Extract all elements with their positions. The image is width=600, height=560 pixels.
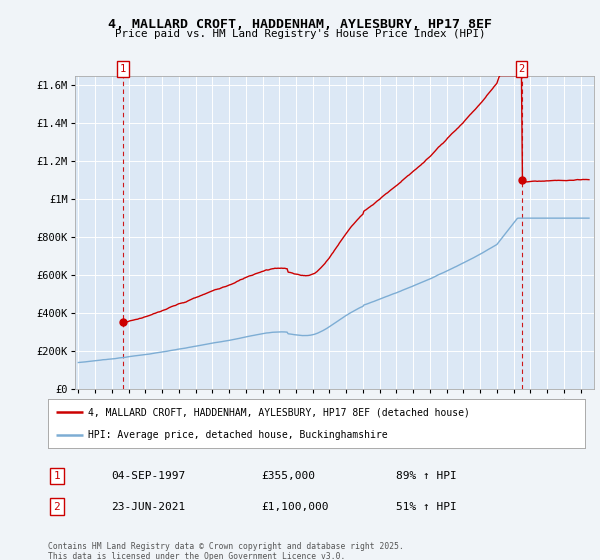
Text: 1: 1 (53, 471, 61, 481)
Text: 2: 2 (518, 64, 524, 74)
Text: Price paid vs. HM Land Registry's House Price Index (HPI): Price paid vs. HM Land Registry's House … (115, 29, 485, 39)
Text: Contains HM Land Registry data © Crown copyright and database right 2025.
This d: Contains HM Land Registry data © Crown c… (48, 542, 404, 560)
Text: 51% ↑ HPI: 51% ↑ HPI (396, 502, 457, 512)
Text: 89% ↑ HPI: 89% ↑ HPI (396, 471, 457, 481)
Text: £355,000: £355,000 (261, 471, 315, 481)
Text: 04-SEP-1997: 04-SEP-1997 (111, 471, 185, 481)
Text: £1,100,000: £1,100,000 (261, 502, 329, 512)
Text: HPI: Average price, detached house, Buckinghamshire: HPI: Average price, detached house, Buck… (88, 430, 388, 440)
Text: 4, MALLARD CROFT, HADDENHAM, AYLESBURY, HP17 8EF (detached house): 4, MALLARD CROFT, HADDENHAM, AYLESBURY, … (88, 407, 470, 417)
Text: 23-JUN-2021: 23-JUN-2021 (111, 502, 185, 512)
Text: 2: 2 (53, 502, 61, 512)
Text: 4, MALLARD CROFT, HADDENHAM, AYLESBURY, HP17 8EF: 4, MALLARD CROFT, HADDENHAM, AYLESBURY, … (108, 18, 492, 31)
Text: 1: 1 (120, 64, 127, 74)
